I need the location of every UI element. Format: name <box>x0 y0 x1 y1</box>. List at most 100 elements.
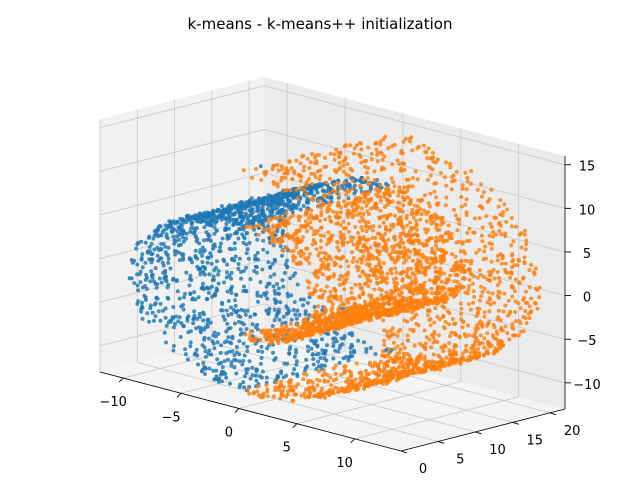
point-cluster-0 <box>270 261 275 266</box>
point-cluster-1 <box>450 252 454 257</box>
point-cluster-1 <box>450 174 455 179</box>
point-cluster-1 <box>374 147 379 152</box>
point-cluster-0 <box>187 283 192 288</box>
point-cluster-1 <box>437 216 442 221</box>
point-cluster-1 <box>407 289 412 294</box>
point-cluster-1 <box>357 383 362 388</box>
point-cluster-1 <box>365 247 370 252</box>
point-cluster-1 <box>319 238 323 243</box>
point-cluster-0 <box>295 374 300 379</box>
point-cluster-1 <box>305 327 310 332</box>
point-cluster-0 <box>247 359 252 364</box>
point-cluster-1 <box>448 273 453 278</box>
point-cluster-1 <box>293 392 298 397</box>
point-cluster-1 <box>358 379 363 384</box>
point-cluster-1 <box>307 251 312 256</box>
point-cluster-1 <box>274 224 279 229</box>
point-cluster-1 <box>317 322 322 327</box>
point-cluster-0 <box>220 365 225 370</box>
point-cluster-0 <box>229 291 234 295</box>
point-cluster-0 <box>134 246 139 251</box>
point-cluster-0 <box>288 207 293 212</box>
point-cluster-1 <box>482 314 487 319</box>
point-cluster-1 <box>320 386 325 391</box>
point-cluster-1 <box>379 236 384 241</box>
point-cluster-1 <box>339 372 344 377</box>
point-cluster-0 <box>190 297 195 302</box>
point-cluster-0 <box>165 285 170 290</box>
point-cluster-1 <box>453 287 458 292</box>
point-cluster-1 <box>375 364 380 368</box>
point-cluster-1 <box>519 329 524 334</box>
point-cluster-1 <box>429 345 434 350</box>
point-cluster-1 <box>304 180 309 185</box>
point-cluster-1 <box>365 238 370 243</box>
point-cluster-1 <box>394 355 399 360</box>
point-cluster-1 <box>427 204 432 209</box>
point-cluster-1 <box>353 315 358 320</box>
point-cluster-1 <box>371 370 376 374</box>
point-cluster-1 <box>378 183 383 188</box>
point-cluster-1 <box>416 238 421 243</box>
point-cluster-1 <box>385 197 390 202</box>
point-cluster-1 <box>422 363 427 368</box>
point-cluster-1 <box>520 276 525 281</box>
point-cluster-1 <box>509 216 514 220</box>
point-cluster-1 <box>331 274 336 279</box>
point-cluster-0 <box>320 348 325 353</box>
point-cluster-0 <box>222 280 226 285</box>
point-cluster-1 <box>442 271 447 276</box>
point-cluster-1 <box>422 280 427 285</box>
point-cluster-0 <box>164 232 169 237</box>
point-cluster-1 <box>465 175 470 180</box>
point-cluster-1 <box>349 286 354 291</box>
point-cluster-1 <box>342 199 346 204</box>
point-cluster-0 <box>205 286 210 291</box>
point-cluster-1 <box>477 351 482 356</box>
point-cluster-0 <box>272 297 277 302</box>
point-cluster-1 <box>487 319 492 324</box>
point-cluster-1 <box>487 296 492 301</box>
point-cluster-0 <box>212 268 217 272</box>
point-cluster-0 <box>188 229 193 234</box>
point-cluster-0 <box>200 264 205 269</box>
point-cluster-1 <box>434 243 438 248</box>
point-cluster-0 <box>248 277 253 282</box>
point-cluster-1 <box>386 313 390 318</box>
point-cluster-1 <box>423 267 428 272</box>
point-cluster-1 <box>390 313 395 318</box>
point-cluster-0 <box>232 246 237 251</box>
point-cluster-0 <box>311 186 316 191</box>
point-cluster-1 <box>409 240 414 245</box>
point-cluster-1 <box>414 268 419 273</box>
point-cluster-1 <box>278 224 282 229</box>
point-cluster-1 <box>377 216 382 221</box>
point-cluster-1 <box>491 335 496 340</box>
point-cluster-0 <box>203 349 208 354</box>
point-cluster-1 <box>320 311 325 316</box>
point-cluster-0 <box>265 346 269 351</box>
point-cluster-1 <box>295 240 300 245</box>
point-cluster-0 <box>206 232 211 237</box>
point-cluster-0 <box>163 223 168 228</box>
point-cluster-1 <box>373 236 378 240</box>
point-cluster-1 <box>380 157 385 162</box>
point-cluster-0 <box>184 236 189 241</box>
point-cluster-0 <box>205 237 210 242</box>
point-cluster-0 <box>242 353 247 358</box>
point-cluster-1 <box>371 228 375 233</box>
point-cluster-0 <box>307 295 312 300</box>
point-cluster-1 <box>509 283 514 288</box>
point-cluster-0 <box>218 241 223 246</box>
point-cluster-1 <box>327 191 332 196</box>
point-cluster-1 <box>361 290 366 295</box>
point-cluster-1 <box>376 188 381 193</box>
point-cluster-1 <box>286 389 290 394</box>
point-cluster-1 <box>469 350 473 355</box>
point-cluster-1 <box>532 270 536 275</box>
point-cluster-1 <box>282 171 287 176</box>
point-cluster-1 <box>529 263 534 267</box>
point-cluster-0 <box>180 252 184 257</box>
point-cluster-1 <box>449 187 454 192</box>
